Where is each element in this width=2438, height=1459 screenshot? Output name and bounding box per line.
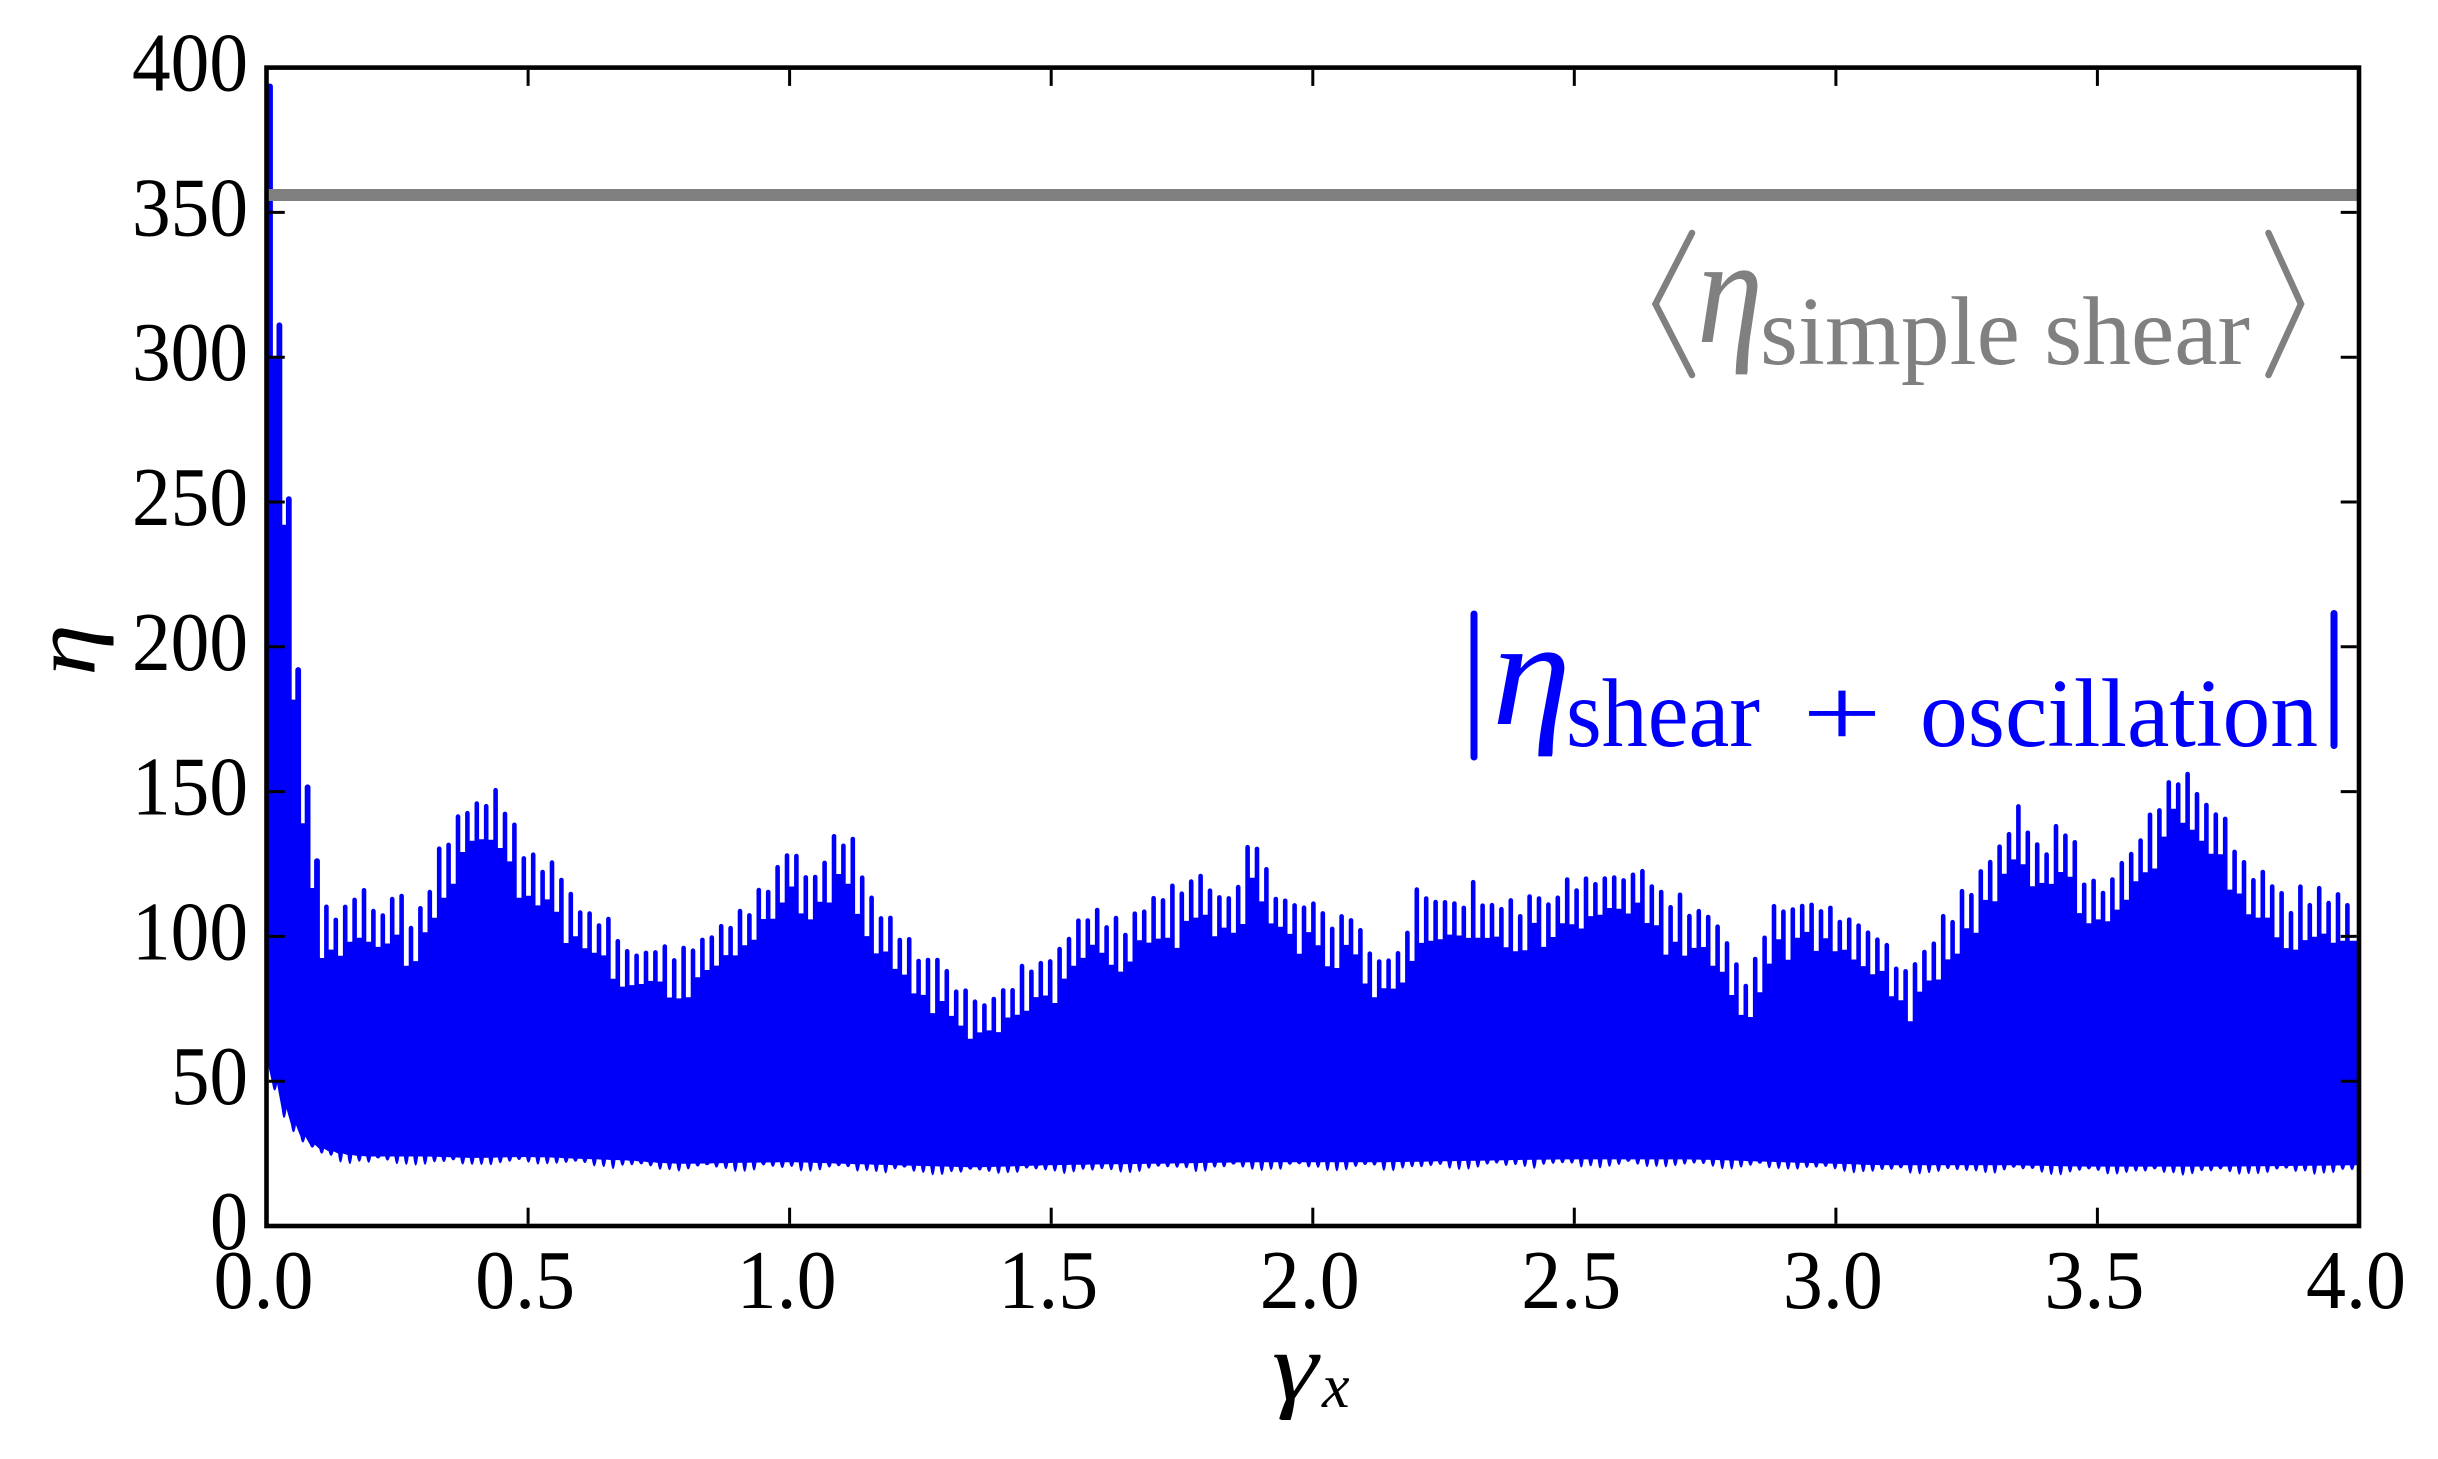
svg-text:100: 100 [132,885,248,978]
svg-text:350: 350 [132,161,248,254]
svg-text:simple shear: simple shear [1760,278,2250,386]
svg-text:+: + [1802,660,1882,768]
svg-text:oscillation: oscillation [1920,660,2318,768]
svg-text:1.0: 1.0 [737,1234,837,1327]
svg-text:0.5: 0.5 [475,1234,575,1327]
svg-text:400: 400 [132,17,248,110]
svg-text:γ: γ [1272,1313,1321,1421]
svg-text:η: η [1697,207,1763,375]
svg-text:2.0: 2.0 [1260,1234,1360,1327]
svg-text:200: 200 [132,596,248,689]
svg-text:300: 300 [132,306,248,399]
svg-text:0: 0 [210,1175,248,1268]
svg-text:3.0: 3.0 [1783,1234,1883,1327]
svg-text:η: η [15,624,114,676]
svg-text:3.5: 3.5 [2044,1234,2144,1327]
svg-text:250: 250 [132,451,248,544]
svg-text:50: 50 [171,1030,248,1123]
svg-text:2.5: 2.5 [1521,1234,1621,1327]
svg-text:shear: shear [1566,660,1760,768]
svg-text:0.0: 0.0 [214,1234,314,1327]
svg-text:4.0: 4.0 [2306,1234,2406,1327]
svg-text:η: η [1492,589,1571,757]
svg-text:x: x [1321,1353,1350,1421]
svg-text:150: 150 [132,741,248,834]
svg-text:1.5: 1.5 [998,1234,1098,1327]
